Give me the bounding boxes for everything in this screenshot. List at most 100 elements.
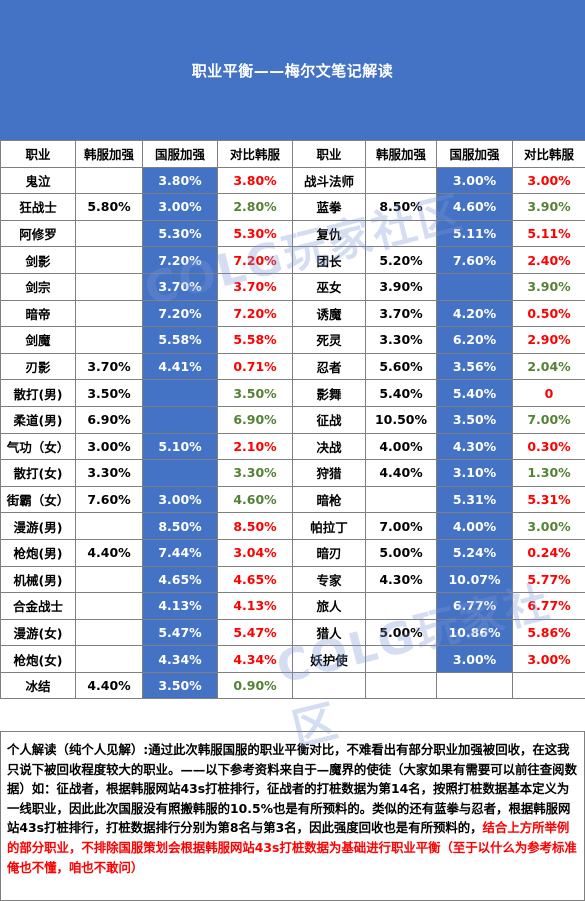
- cn-buff-cell: 4.34%: [142, 645, 218, 673]
- kr-buff-cell: [75, 246, 143, 274]
- job-name-cell: 帕拉丁: [292, 512, 366, 540]
- job-name-cell: 蓝拳: [292, 193, 366, 221]
- cn-buff-cell: 5.40%: [436, 379, 513, 407]
- empty-cell: [365, 671, 437, 700]
- compare-cell: 8.50%: [217, 512, 293, 540]
- kr-buff-cell: 3.00%: [75, 432, 143, 461]
- table-row: 剑影 7.20% 7.20% 团长 5.20% 7.60% 2.40%: [0, 246, 585, 274]
- kr-buff-cell: 10.50%: [365, 405, 437, 434]
- page-title: 职业平衡——梅尔文笔记解读: [191, 61, 394, 80]
- cn-buff-cell: 6.77%: [436, 592, 513, 620]
- compare-cell: 1.30%: [512, 459, 585, 487]
- compare-cell: 3.50%: [217, 379, 293, 407]
- kr-buff-cell: 4.40%: [75, 538, 143, 567]
- kr-buff-cell: [365, 645, 437, 673]
- compare-cell: 5.58%: [217, 326, 293, 354]
- kr-buff-cell: [75, 219, 143, 248]
- table-row: 刃影 3.70% 4.41% 0.71% 忍者 5.60% 3.56% 2.04%: [0, 352, 585, 381]
- compare-cell: 5.77%: [512, 565, 585, 594]
- kr-buff-cell: 5.80%: [75, 193, 143, 221]
- cn-buff-cell: 7.20%: [142, 299, 218, 328]
- kr-buff-cell: 4.40%: [75, 671, 143, 700]
- job-name-cell: 诱魔: [292, 299, 366, 328]
- job-name-cell: 专家: [292, 565, 366, 594]
- cn-buff-cell: 4.20%: [436, 299, 513, 328]
- cn-buff-cell: 5.58%: [142, 326, 218, 354]
- kr-buff-cell: [365, 592, 437, 620]
- compare-cell: 3.90%: [512, 193, 585, 221]
- job-name-cell: 阿修罗: [0, 219, 76, 248]
- cn-buff-cell: 10.86%: [436, 618, 513, 647]
- compare-cell: 0: [512, 379, 585, 407]
- compare-cell: 0.90%: [217, 671, 293, 700]
- compare-cell: 3.30%: [217, 459, 293, 487]
- compare-cell: 0.71%: [217, 352, 293, 381]
- table-row: 枪炮(女) 4.34% 4.34% 妖护使 3.00% 3.00%: [0, 645, 585, 673]
- cn-buff-cell: 3.10%: [436, 459, 513, 487]
- job-name-cell: 柔道(男): [0, 405, 76, 434]
- kr-buff-cell: [75, 326, 143, 354]
- header-cell: 职业: [292, 140, 366, 168]
- compare-cell: 3.00%: [512, 166, 585, 195]
- cn-buff-cell: 7.44%: [142, 538, 218, 567]
- kr-buff-cell: 3.50%: [75, 379, 143, 407]
- cn-buff-cell: 5.31%: [436, 485, 513, 514]
- note-text: 个人解读（纯个人见解）:通过此次韩服国服的职业平衡对比，不难看出有部分职业加强被…: [7, 742, 577, 836]
- job-name-cell: 妖护使: [292, 645, 366, 673]
- compare-cell: 2.10%: [217, 432, 293, 461]
- cn-buff-cell: 3.00%: [142, 193, 218, 221]
- job-name-cell: 冰结: [0, 671, 76, 700]
- kr-buff-cell: [365, 219, 437, 248]
- kr-buff-cell: 3.70%: [365, 299, 437, 328]
- job-name-cell: 死灵: [292, 326, 366, 354]
- cn-buff-cell: 3.56%: [436, 352, 513, 381]
- compare-cell: 6.77%: [512, 592, 585, 620]
- compare-cell: 5.30%: [217, 219, 293, 248]
- compare-cell: 3.70%: [217, 272, 293, 301]
- job-name-cell: 剑影: [0, 246, 76, 274]
- kr-buff-cell: [75, 166, 143, 195]
- kr-buff-cell: 3.90%: [365, 272, 437, 301]
- compare-cell: 4.13%: [217, 592, 293, 620]
- table-row: 散打(男) 3.50% 3.50% 影舞 5.40% 5.40% 0: [0, 379, 585, 407]
- table-row: 漫游(男) 8.50% 8.50% 帕拉丁 7.00% 4.00% 3.00%: [0, 512, 585, 540]
- kr-buff-cell: [75, 592, 143, 620]
- compare-cell: 0.50%: [512, 299, 585, 328]
- header-cell: 韩服加强: [365, 140, 437, 168]
- empty-cell: [512, 671, 585, 700]
- cn-buff-cell: 4.00%: [436, 512, 513, 540]
- cn-buff-cell: [142, 459, 218, 487]
- compare-cell: 3.90%: [512, 272, 585, 301]
- header-cell: 韩服加强: [75, 140, 143, 168]
- cn-buff-cell: 4.60%: [436, 193, 513, 221]
- kr-buff-cell: [365, 485, 437, 514]
- header-cell: 职业: [0, 140, 76, 168]
- cn-buff-cell: [436, 272, 513, 301]
- cn-buff-cell: [142, 405, 218, 434]
- job-name-cell: 漫游(男): [0, 512, 76, 540]
- job-name-cell: 忍者: [292, 352, 366, 381]
- cn-buff-cell: 7.60%: [436, 246, 513, 274]
- cn-buff-cell: 5.11%: [436, 219, 513, 248]
- compare-cell: 3.00%: [512, 512, 585, 540]
- table-row: 鬼泣 3.80% 3.80% 战斗法师 3.00% 3.00%: [0, 166, 585, 195]
- job-name-cell: 影舞: [292, 379, 366, 407]
- job-name-cell: 暗枪: [292, 485, 366, 514]
- table-row: 阿修罗 5.30% 5.30% 复仇 5.11% 5.11%: [0, 219, 585, 248]
- kr-buff-cell: [75, 565, 143, 594]
- table-row: 合金战士 4.13% 4.13% 旅人 6.77% 6.77%: [0, 592, 585, 620]
- compare-cell: 5.31%: [512, 485, 585, 514]
- compare-cell: 4.65%: [217, 565, 293, 594]
- cn-buff-cell: 3.80%: [142, 166, 218, 195]
- job-name-cell: 机械(男): [0, 565, 76, 594]
- job-name-cell: 决战: [292, 432, 366, 461]
- job-name-cell: 散打(男): [0, 379, 76, 407]
- kr-buff-cell: 4.40%: [365, 459, 437, 487]
- job-name-cell: 旅人: [292, 592, 366, 620]
- table-row: 漫游(女) 5.47% 5.47% 猎人 5.00% 10.86% 5.86%: [0, 618, 585, 647]
- kr-buff-cell: [75, 299, 143, 328]
- cn-buff-cell: 7.20%: [142, 246, 218, 274]
- kr-buff-cell: [365, 166, 437, 195]
- compare-cell: 3.00%: [512, 645, 585, 673]
